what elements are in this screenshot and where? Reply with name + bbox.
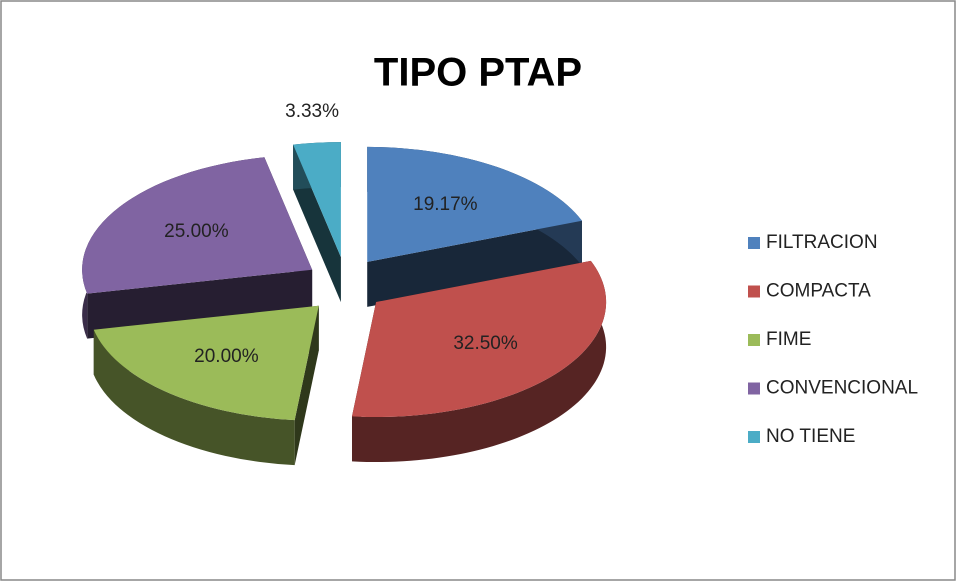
slice-wall (352, 260, 607, 463)
slice-wall (93, 329, 295, 466)
slice-side (367, 220, 582, 307)
legend-swatch (748, 431, 760, 443)
data-label: 3.33% (285, 101, 339, 122)
slice (352, 260, 607, 418)
legend-label: FIME (766, 329, 811, 350)
legend-swatch (748, 382, 760, 395)
data-label: 20.00% (194, 346, 259, 367)
slice (93, 305, 319, 421)
legend-swatch (748, 334, 760, 346)
data-label: 19.17% (413, 194, 478, 215)
legend-label: CONVENCIONAL (766, 378, 918, 399)
legend-label: FILTRACION (766, 232, 878, 253)
slice (82, 157, 313, 294)
data-label: 32.50% (453, 333, 518, 354)
slice-side (87, 269, 313, 339)
legend-swatch (748, 237, 760, 249)
legend-label: COMPACTA (766, 281, 871, 302)
legend-swatch (748, 285, 760, 298)
chart-title: TIPO PTAP (374, 51, 582, 95)
legend-label: NO TIENE (766, 426, 855, 447)
data-label: 25.00% (164, 221, 229, 242)
slice (367, 146, 582, 262)
slice (293, 142, 341, 258)
